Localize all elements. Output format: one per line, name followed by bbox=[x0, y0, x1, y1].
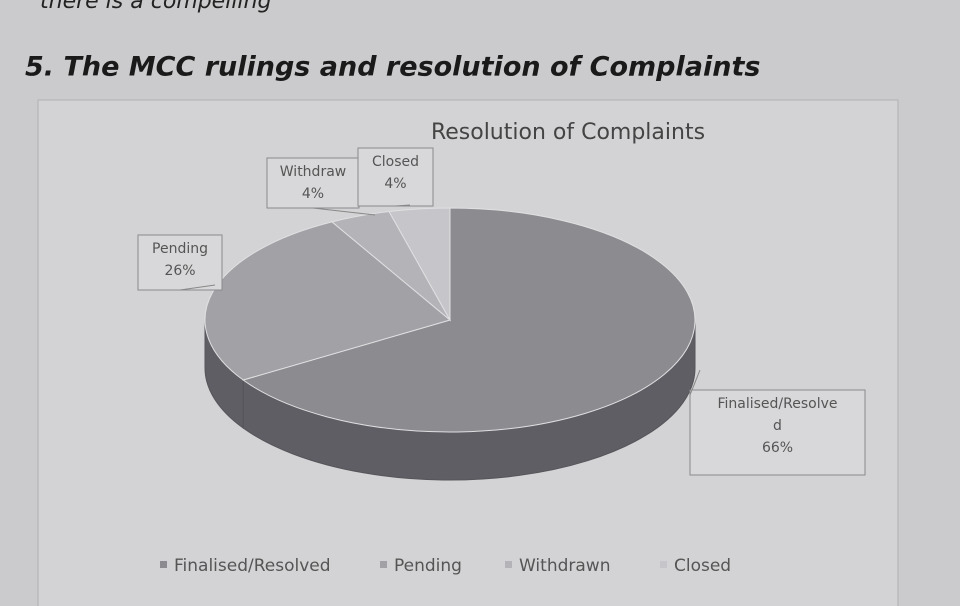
leader-line bbox=[312, 207, 376, 216]
data-label-name: Closed bbox=[372, 154, 419, 170]
legend-swatch bbox=[505, 561, 512, 568]
legend-swatch bbox=[160, 561, 167, 568]
data-label-name: Withdraw bbox=[280, 164, 346, 180]
data-label-value: 4% bbox=[302, 186, 324, 202]
chart-title: Resolution of Complaints bbox=[431, 120, 705, 145]
data-label-name: Finalised/Resolve d bbox=[717, 396, 837, 434]
legend-label: Closed bbox=[674, 556, 731, 576]
leader-line bbox=[689, 369, 701, 396]
slice bbox=[242, 207, 696, 433]
data-label-value: 66% bbox=[762, 440, 793, 456]
data-label-line: d bbox=[773, 418, 782, 434]
data-label-box bbox=[357, 147, 434, 207]
slice bbox=[204, 221, 452, 381]
legend-swatch bbox=[380, 561, 387, 568]
data-label-value: 4% bbox=[384, 176, 406, 192]
slice bbox=[388, 207, 451, 322]
heading: 5. The MCC rulings and resolution of Com… bbox=[25, 52, 760, 83]
leader-line bbox=[395, 204, 411, 207]
legend-label: Finalised/Resolved bbox=[174, 556, 331, 576]
legend-label: Withdrawn bbox=[519, 556, 610, 576]
legend-label: Pending bbox=[394, 556, 462, 576]
data-label-box bbox=[266, 157, 360, 209]
top-fragment: there is a compelling bbox=[40, 0, 271, 14]
leader-line bbox=[179, 284, 216, 291]
data-label-line: Finalised/Resolve bbox=[717, 396, 837, 412]
data-label-box bbox=[689, 389, 866, 476]
data-label-name: Pending bbox=[152, 241, 208, 257]
legend-swatch bbox=[660, 561, 667, 568]
data-label-value: 26% bbox=[164, 263, 195, 279]
